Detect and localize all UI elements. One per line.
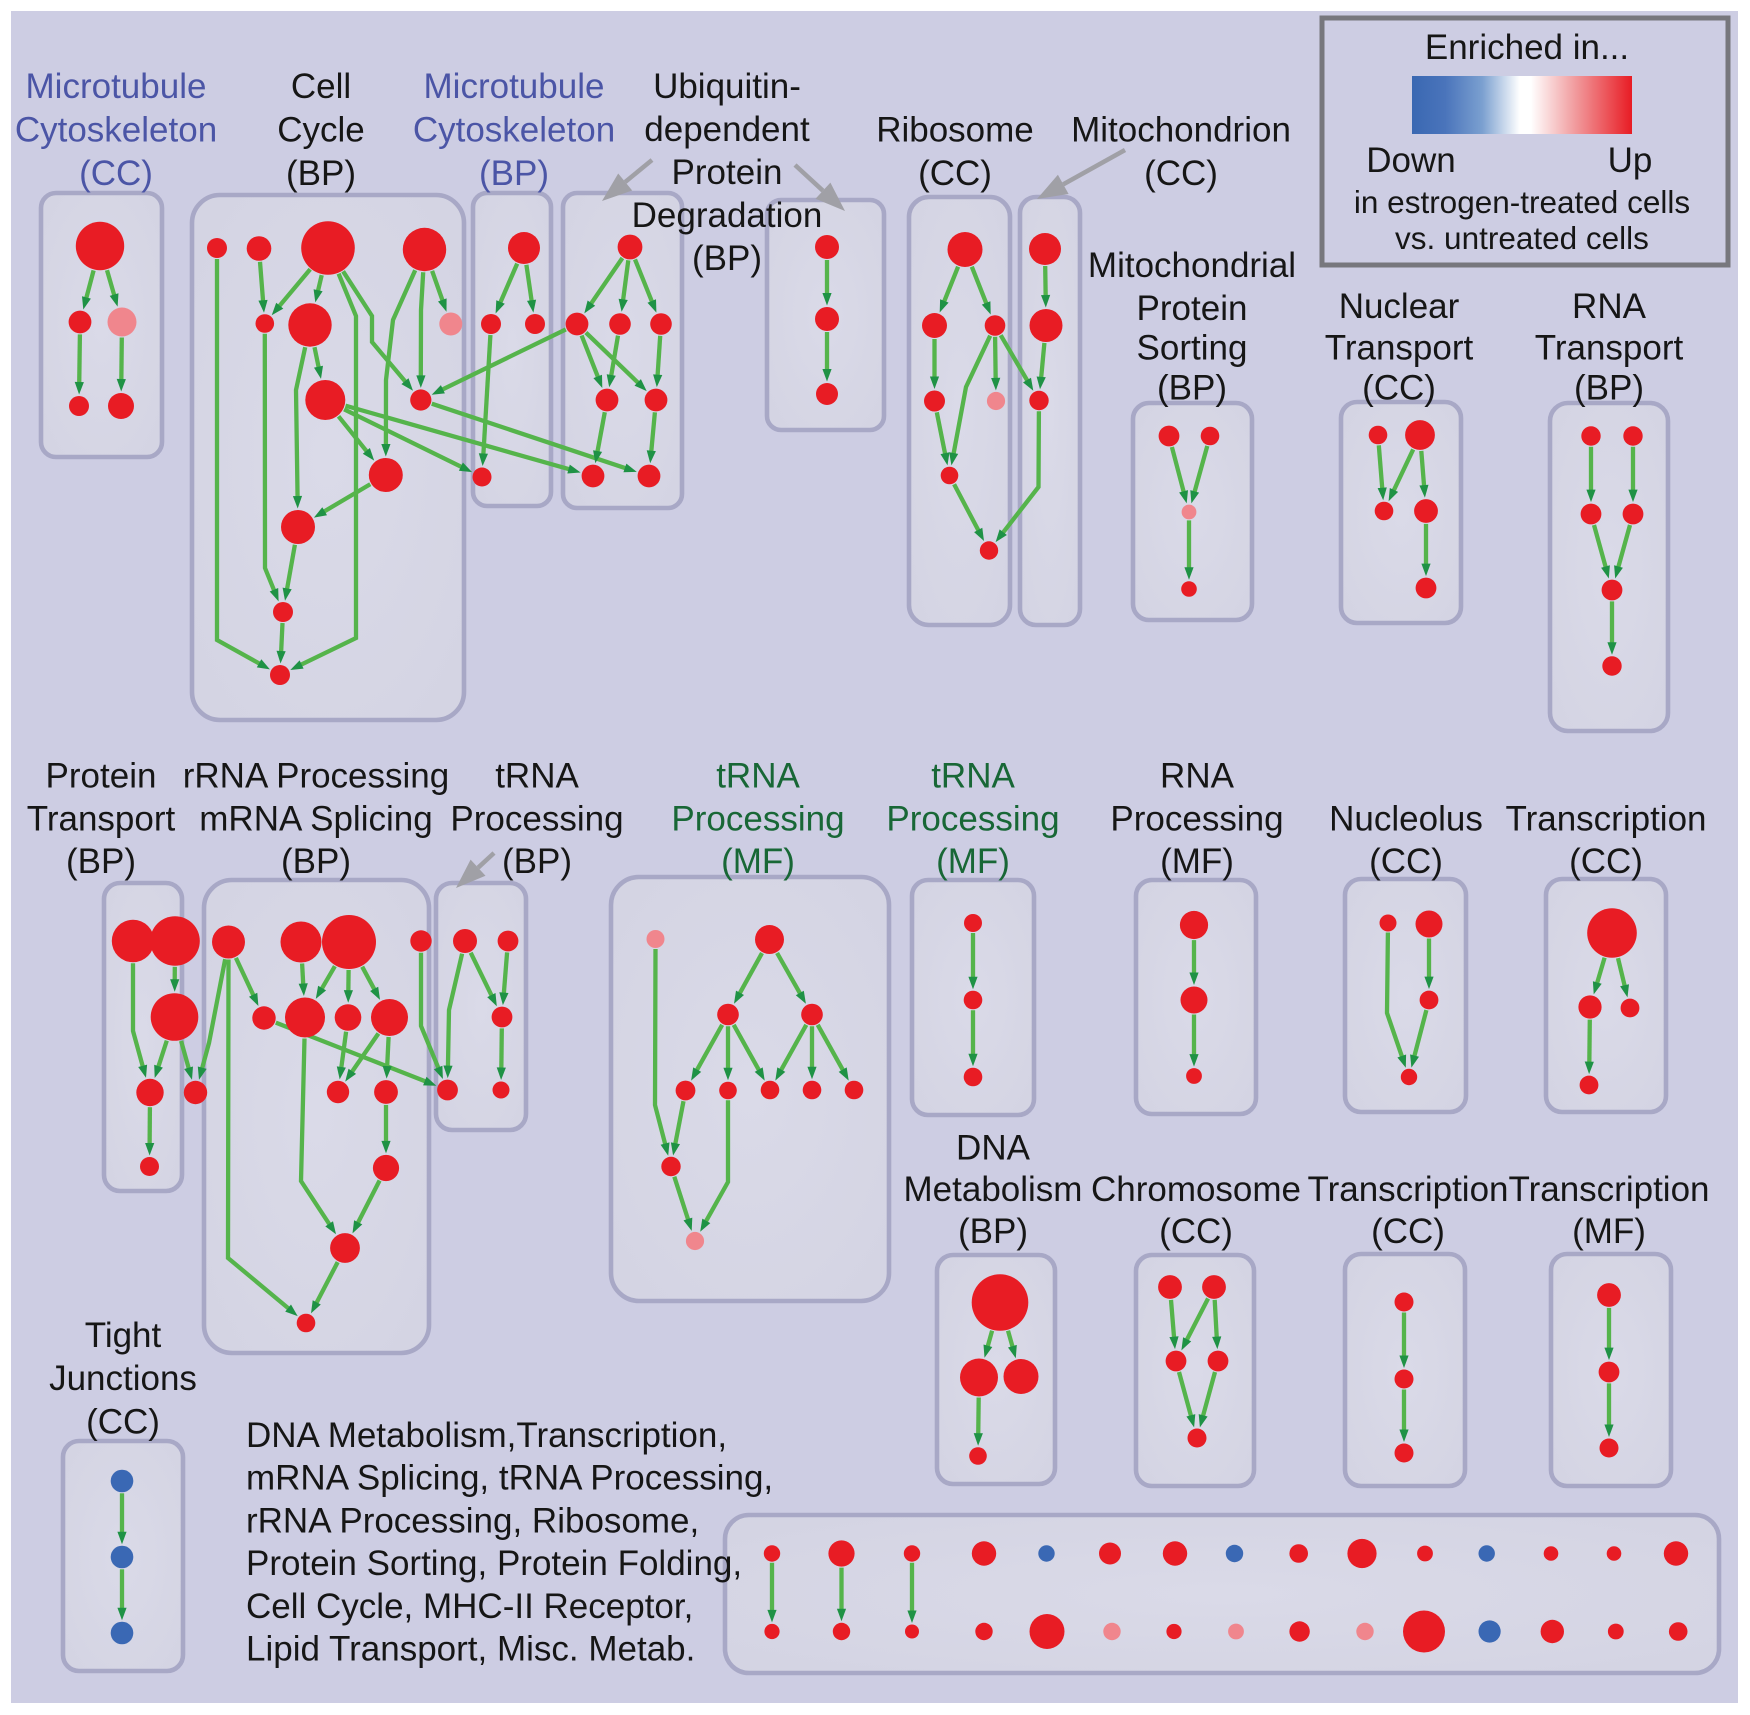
svg-text:(BP): (BP) xyxy=(1574,369,1644,408)
svg-text:Cytoskeleton: Cytoskeleton xyxy=(15,111,217,150)
svg-text:RNA: RNA xyxy=(1160,757,1235,796)
svg-text:Degradation: Degradation xyxy=(632,196,823,235)
svg-text:Processing: Processing xyxy=(886,800,1059,839)
svg-text:Down: Down xyxy=(1366,141,1455,180)
svg-text:(BP): (BP) xyxy=(66,842,136,881)
svg-text:(MF): (MF) xyxy=(1572,1212,1646,1251)
svg-text:(BP): (BP) xyxy=(692,239,762,278)
svg-text:Nuclear: Nuclear xyxy=(1339,287,1460,326)
svg-text:Cycle: Cycle xyxy=(277,111,365,150)
svg-text:DNA Metabolism,Transcription,: DNA Metabolism,Transcription, xyxy=(246,1416,727,1455)
svg-text:Enriched in...: Enriched in... xyxy=(1425,28,1629,67)
svg-text:Lipid Transport, Misc. Metab.: Lipid Transport, Misc. Metab. xyxy=(246,1630,695,1669)
svg-text:vs. untreated cells: vs. untreated cells xyxy=(1395,220,1649,256)
svg-text:Processing: Processing xyxy=(671,800,844,839)
svg-text:(BP): (BP) xyxy=(281,842,351,881)
svg-text:Transport: Transport xyxy=(27,800,176,839)
svg-text:Cell: Cell xyxy=(291,67,351,106)
svg-text:Nucleolus: Nucleolus xyxy=(1329,800,1483,839)
svg-text:DNA: DNA xyxy=(956,1129,1031,1168)
svg-text:Ribosome: Ribosome xyxy=(876,111,1034,150)
svg-text:(MF): (MF) xyxy=(936,842,1010,881)
svg-text:Chromosome: Chromosome xyxy=(1091,1170,1301,1209)
svg-text:(CC): (CC) xyxy=(1144,154,1218,193)
svg-text:(BP): (BP) xyxy=(958,1212,1028,1251)
svg-text:Junctions: Junctions xyxy=(49,1359,197,1398)
svg-text:Protein: Protein xyxy=(672,153,783,192)
svg-text:(CC): (CC) xyxy=(1362,369,1436,408)
svg-text:(CC): (CC) xyxy=(1159,1212,1233,1251)
svg-text:Tight: Tight xyxy=(85,1316,162,1355)
svg-text:Transcription: Transcription xyxy=(1506,800,1707,839)
svg-text:rRNA Processing: rRNA Processing xyxy=(183,757,449,796)
svg-text:(CC): (CC) xyxy=(918,154,992,193)
svg-text:(CC): (CC) xyxy=(1569,842,1643,881)
svg-text:Up: Up xyxy=(1608,141,1653,180)
svg-text:Transport: Transport xyxy=(1325,329,1474,368)
svg-text:(BP): (BP) xyxy=(1157,369,1227,408)
svg-text:(CC): (CC) xyxy=(79,154,153,193)
svg-text:Sorting: Sorting xyxy=(1137,329,1248,368)
svg-text:Transport: Transport xyxy=(1535,329,1684,368)
svg-text:Ubiquitin-: Ubiquitin- xyxy=(653,67,801,106)
svg-text:Metabolism: Metabolism xyxy=(904,1170,1083,1209)
svg-text:(MF): (MF) xyxy=(721,842,795,881)
svg-text:(BP): (BP) xyxy=(286,154,356,193)
svg-text:(BP): (BP) xyxy=(479,154,549,193)
svg-text:Transcription: Transcription xyxy=(1509,1170,1710,1209)
svg-text:Microtubule: Microtubule xyxy=(424,67,605,106)
svg-text:Processing: Processing xyxy=(1110,800,1283,839)
svg-text:mRNA Splicing: mRNA Splicing xyxy=(199,800,432,839)
svg-text:rRNA Processing, Ribosome,: rRNA Processing, Ribosome, xyxy=(246,1501,699,1540)
svg-text:in estrogen-treated cells: in estrogen-treated cells xyxy=(1354,184,1690,220)
svg-text:(CC): (CC) xyxy=(1371,1212,1445,1251)
svg-text:Processing: Processing xyxy=(450,800,623,839)
svg-text:mRNA Splicing, tRNA Processing: mRNA Splicing, tRNA Processing, xyxy=(246,1459,773,1498)
svg-text:dependent: dependent xyxy=(644,110,810,149)
svg-text:Protein Sorting, Protein Foldi: Protein Sorting, Protein Folding, xyxy=(246,1544,742,1583)
svg-text:Mitochondrion: Mitochondrion xyxy=(1071,111,1291,150)
svg-text:Cytoskeleton: Cytoskeleton xyxy=(413,111,615,150)
svg-text:Protein: Protein xyxy=(1137,289,1248,328)
svg-text:(MF): (MF) xyxy=(1160,842,1234,881)
svg-text:Mitochondrial: Mitochondrial xyxy=(1088,246,1296,285)
svg-text:Transcription: Transcription xyxy=(1308,1170,1509,1209)
svg-text:tRNA: tRNA xyxy=(495,757,579,796)
svg-text:Protein: Protein xyxy=(46,757,157,796)
svg-text:(BP): (BP) xyxy=(502,842,572,881)
svg-text:(CC): (CC) xyxy=(1369,842,1443,881)
svg-text:Microtubule: Microtubule xyxy=(26,67,207,106)
svg-text:RNA: RNA xyxy=(1572,287,1647,326)
svg-text:tRNA: tRNA xyxy=(931,757,1015,796)
svg-text:(CC): (CC) xyxy=(86,1403,160,1442)
svg-text:tRNA: tRNA xyxy=(716,757,800,796)
svg-text:Cell Cycle, MHC-II Receptor,: Cell Cycle, MHC-II Receptor, xyxy=(246,1587,693,1626)
